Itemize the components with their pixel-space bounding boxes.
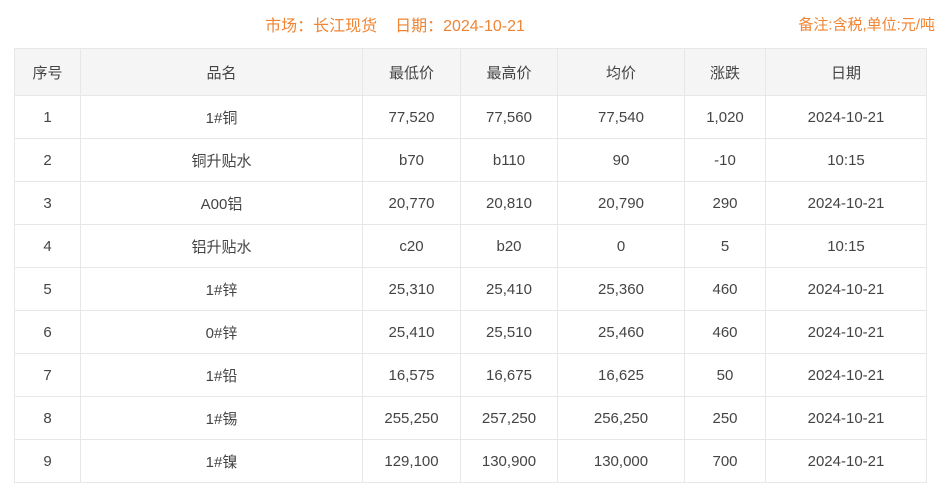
top-bar: 市场：长江现货 日期：2024-10-21 备注:含税,单位:元/吨 [0,0,940,48]
column-header-3: 最高价 [460,48,558,96]
table-row: 2 铜升贴水 b70 b110 90 -10 10:15 [14,138,927,182]
cell-change: 700 [684,439,766,483]
cell-change: 460 [684,310,766,354]
cell-low: 25,410 [362,310,461,354]
cell-no: 8 [14,396,81,440]
cell-name: 铜升贴水 [80,138,363,182]
cell-avg: 77,540 [557,95,685,139]
cell-low: 20,770 [362,181,461,225]
table-row: 3 A00铝 20,770 20,810 20,790 290 2024-10-21 [14,181,927,225]
remark-note: 备注:含税,单位:元/吨 [798,16,935,34]
column-header-5: 涨跌 [684,48,766,96]
cell-change: 290 [684,181,766,225]
cell-change: 1,020 [684,95,766,139]
cell-high: 77,560 [460,95,558,139]
cell-change: 460 [684,267,766,311]
cell-no: 7 [14,353,81,397]
cell-name: 1#锡 [80,396,363,440]
table-row: 5 1#锌 25,310 25,410 25,360 460 2024-10-21 [14,267,927,311]
cell-change: 5 [684,224,766,268]
cell-avg: 130,000 [557,439,685,483]
cell-name: 1#铜 [80,95,363,139]
cell-low: 25,310 [362,267,461,311]
cell-name: 0#锌 [80,310,363,354]
cell-date: 2024-10-21 [765,267,927,311]
table-row: 9 1#镍 129,100 130,900 130,000 700 2024-10-21 [14,439,927,483]
column-header-2: 最低价 [362,48,461,96]
column-header-1: 品名 [80,48,363,96]
cell-low: b70 [362,138,461,182]
cell-date: 10:15 [765,224,927,268]
cell-avg: 256,250 [557,396,685,440]
cell-low: c20 [362,224,461,268]
market-label: 市场：长江现货 [265,18,378,35]
table-header-row: 序号 品名 最低价 最高价 均价 涨跌 日期 [14,48,927,96]
cell-low: 77,520 [362,95,461,139]
cell-change: 250 [684,396,766,440]
cell-change: 50 [684,353,766,397]
column-header-6: 日期 [765,48,927,96]
column-header-4: 均价 [557,48,685,96]
cell-date: 2024-10-21 [765,396,927,440]
date-label: 日期：2024-10-21 [395,18,525,35]
cell-name: A00铝 [80,181,363,225]
cell-avg: 90 [557,138,685,182]
cell-avg: 25,360 [557,267,685,311]
cell-date: 2024-10-21 [765,181,927,225]
cell-no: 3 [14,181,81,225]
cell-date: 2024-10-21 [765,95,927,139]
table-row: 4 铝升贴水 c20 b20 0 5 10:15 [14,224,927,268]
cell-avg: 0 [557,224,685,268]
cell-high: b20 [460,224,558,268]
table-row: 7 1#铅 16,575 16,675 16,625 50 2024-10-21 [14,353,927,397]
table-row: 6 0#锌 25,410 25,510 25,460 460 2024-10-21 [14,310,927,354]
table-body: 1 1#铜 77,520 77,560 77,540 1,020 2024-10-21 2 铜升… [14,95,927,483]
cell-date: 2024-10-21 [765,310,927,354]
cell-no: 2 [14,138,81,182]
cell-no: 1 [14,95,81,139]
cell-name: 1#铅 [80,353,363,397]
cell-no: 4 [14,224,81,268]
cell-avg: 20,790 [557,181,685,225]
cell-avg: 25,460 [557,310,685,354]
cell-name: 铝升贴水 [80,224,363,268]
cell-date: 2024-10-21 [765,353,927,397]
cell-no: 9 [14,439,81,483]
cell-no: 5 [14,267,81,311]
cell-high: 20,810 [460,181,558,225]
cell-high: 257,250 [460,396,558,440]
cell-low: 129,100 [362,439,461,483]
cell-name: 1#镍 [80,439,363,483]
table-row: 8 1#锡 255,250 257,250 256,250 250 2024-10-21 [14,396,927,440]
cell-high: b110 [460,138,558,182]
table-row: 1 1#铜 77,520 77,560 77,540 1,020 2024-10-21 [14,95,927,139]
cell-high: 25,410 [460,267,558,311]
page-title: 市场：长江现货 日期：2024-10-21 [265,12,525,36]
cell-change: -10 [684,138,766,182]
cell-date: 10:15 [765,138,927,182]
cell-low: 16,575 [362,353,461,397]
cell-high: 130,900 [460,439,558,483]
cell-name: 1#锌 [80,267,363,311]
cell-high: 25,510 [460,310,558,354]
cell-low: 255,250 [362,396,461,440]
price-table: 序号 品名 最低价 最高价 均价 涨跌 日期 1 1#铜 77,520 77,560 77,540 1… [14,48,927,483]
cell-high: 16,675 [460,353,558,397]
cell-no: 6 [14,310,81,354]
cell-avg: 16,625 [557,353,685,397]
cell-date: 2024-10-21 [765,439,927,483]
column-header-0: 序号 [14,48,81,96]
